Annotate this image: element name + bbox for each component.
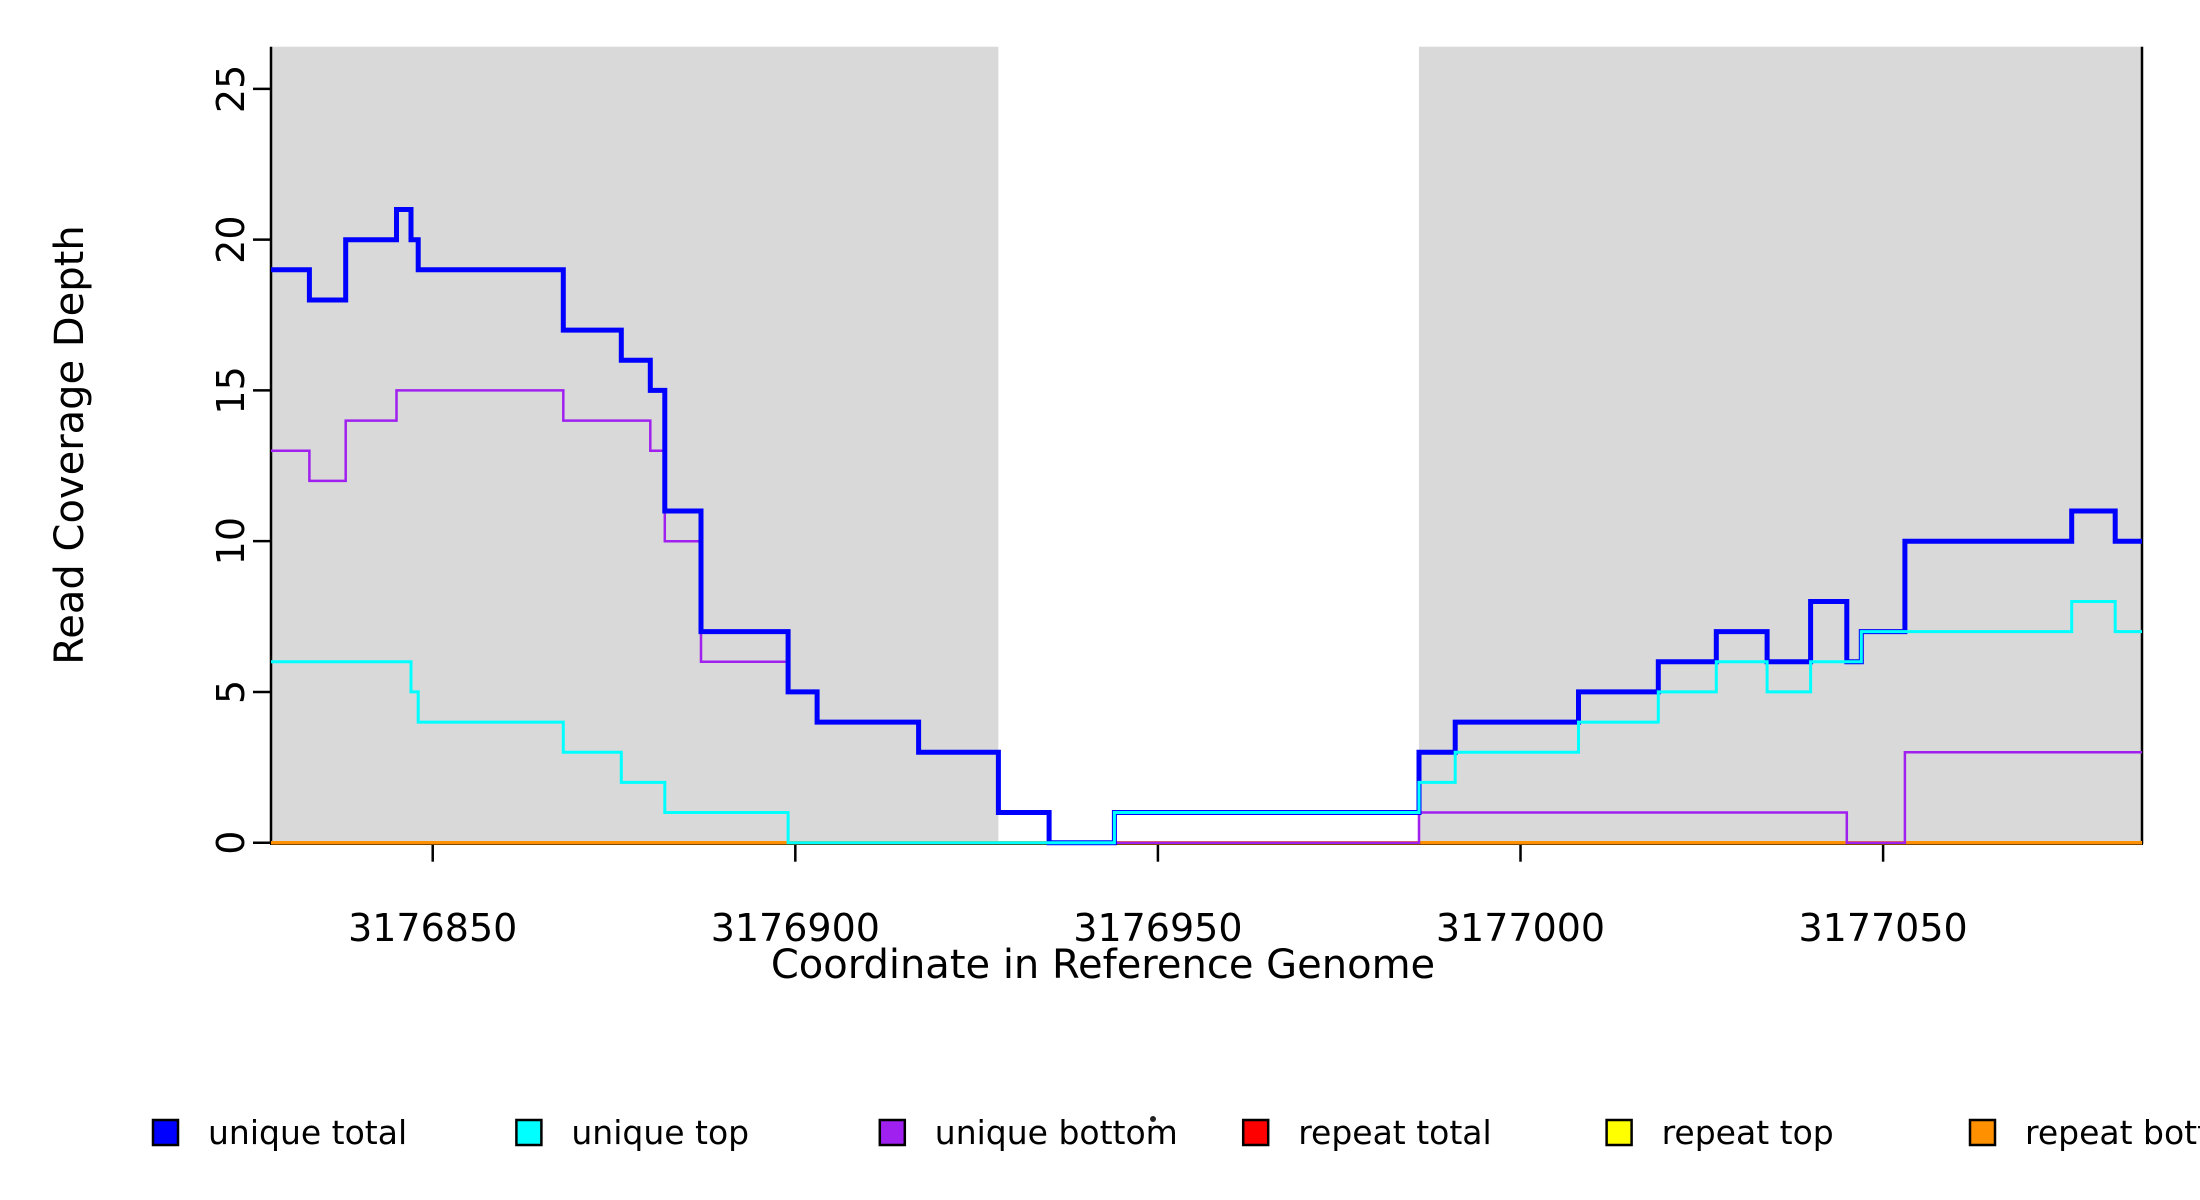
series-line-unique-total — [271, 207, 2142, 846]
x-axis-title: Coordinate in Reference Genome — [771, 942, 1435, 988]
legend-item-unique-bottom: unique bottom — [878, 1113, 1178, 1152]
y-tick-label: 25 — [209, 65, 253, 113]
legend-item-unique-total: unique total — [151, 1113, 407, 1152]
y-tick-label: 0 — [209, 831, 253, 855]
x-tick-label: 3176900 — [711, 906, 880, 950]
legend-item-unique-top: unique top — [515, 1113, 749, 1152]
legend-label: unique total — [208, 1113, 407, 1152]
legend-swatch-unique-total — [151, 1118, 180, 1147]
legend-swatch-repeat-top — [1605, 1118, 1633, 1147]
series-line-unique-top — [271, 600, 2142, 845]
legend-label: repeat total — [1298, 1113, 1492, 1152]
y-tick-label: 10 — [209, 517, 253, 565]
legend-label: unique bottom — [935, 1113, 1178, 1152]
shaded-region-2 — [1418, 46, 2142, 843]
x-tick-label: 3176950 — [1073, 906, 1242, 950]
y-tick-label: 5 — [209, 680, 253, 704]
legend-label: repeat bottom — [2025, 1113, 2200, 1152]
legend-label: repeat top — [1662, 1113, 1834, 1152]
y-axis-title: Read Coverage Depth — [47, 225, 93, 664]
y-tick-label: 20 — [209, 215, 253, 263]
legend-swatch-repeat-total — [1241, 1118, 1270, 1147]
legend-item-repeat-total: repeat total — [1241, 1113, 1492, 1152]
stray-dot — [1150, 1116, 1156, 1122]
x-tick-label: 3176850 — [348, 906, 517, 950]
legend-label: unique top — [571, 1113, 749, 1152]
legend-swatch-unique-top — [515, 1118, 543, 1147]
legend-item-repeat-bottom: repeat bottom — [1968, 1113, 2200, 1152]
x-tick-label: 3177050 — [1798, 906, 1967, 950]
y-tick-label: 15 — [209, 366, 253, 414]
shaded-region-1 — [271, 46, 999, 843]
legend-swatch-unique-bottom — [878, 1118, 907, 1147]
legend-swatch-repeat-bottom — [1968, 1118, 1997, 1147]
x-tick-label: 3177000 — [1436, 906, 1605, 950]
legend-item-repeat-top: repeat top — [1605, 1113, 1834, 1152]
